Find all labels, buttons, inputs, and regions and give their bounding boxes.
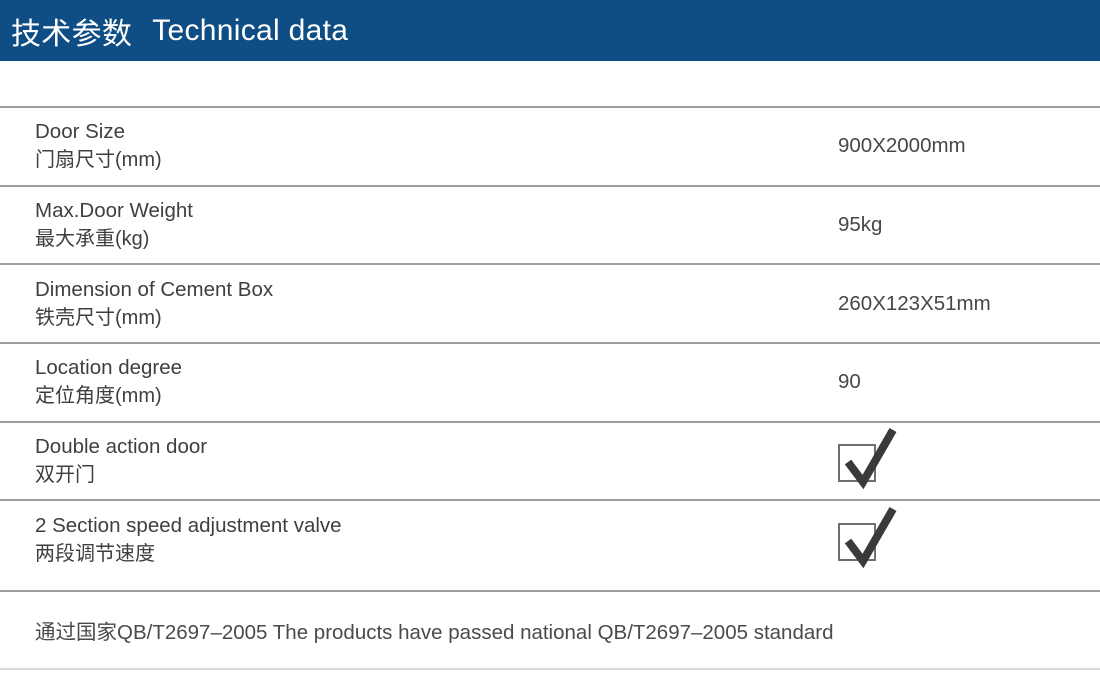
spec-label-zh: 最大承重(kg) [35, 228, 150, 251]
table-row-door-size: Door Size 门扇尺寸(mm) 900X2000mm [0, 106, 1100, 185]
spec-value: 260X123X51mm [838, 291, 991, 315]
spec-label-en: 2 Section speed adjustment valve [35, 513, 342, 537]
checkmark-icon [844, 506, 897, 569]
table-row-cement-box-dimension: Dimension of Cement Box 铁壳尺寸(mm) 260X123… [0, 263, 1100, 342]
spec-value: 900X2000mm [838, 134, 966, 158]
table-row-speed-adjustment-valve: 2 Section speed adjustment valve 两段调节速度 [0, 499, 1100, 578]
spec-label: Dimension of Cement Box 铁壳尺寸(mm) [0, 275, 838, 333]
double-action-door-checkbox[interactable] [838, 428, 897, 490]
section-title-en: Technical data [152, 13, 349, 47]
spec-label-en: Dimension of Cement Box [35, 277, 274, 301]
spec-value: 95kg [838, 213, 883, 237]
spec-label-en: Max.Door Weight [35, 199, 193, 223]
spec-label-zh: 两段调节速度 [35, 542, 155, 565]
spec-label-zh: 门扇尺寸(mm) [35, 149, 162, 172]
section-title-zh: 技术参数 [11, 17, 133, 51]
spec-label-en: Door Size [35, 120, 126, 144]
spec-value: 90 [838, 370, 861, 394]
spec-label-en: Location degree [35, 356, 183, 380]
spec-label-en: Double action door [35, 435, 208, 459]
spec-label-zh: 定位角度(mm) [35, 385, 162, 408]
spec-label: 2 Section speed adjustment valve 两段调节速度 [0, 511, 838, 569]
spec-label-zh: 铁壳尺寸(mm) [35, 306, 162, 329]
spec-value [838, 506, 1100, 569]
spec-label: Location degree 定位角度(mm) [0, 353, 838, 411]
section-header: 技术参数 Technical data [0, 0, 1100, 61]
table-row-max-door-weight: Max.Door Weight 最大承重(kg) 95kg [0, 184, 1100, 264]
spec-label: Door Size 门扇尺寸(mm) [0, 117, 838, 175]
spec-label: Double action door 双开门 [0, 432, 838, 490]
spec-label-zh: 双开门 [35, 464, 95, 487]
speed-adjustment-valve-checkbox[interactable] [838, 506, 897, 569]
standard-compliance-note: 通过国家QB/T2697–2005 The products have pass… [0, 590, 1100, 670]
table-row-double-action-door: Double action door 双开门 [0, 420, 1100, 500]
checkmark-icon [844, 428, 897, 490]
spec-table: Door Size 门扇尺寸(mm) 900X2000mm Max.Door W… [0, 106, 1100, 578]
spec-label: Max.Door Weight 最大承重(kg) [0, 196, 838, 254]
spec-value [838, 428, 1100, 490]
table-row-location-degree: Location degree 定位角度(mm) 90 [0, 342, 1100, 421]
